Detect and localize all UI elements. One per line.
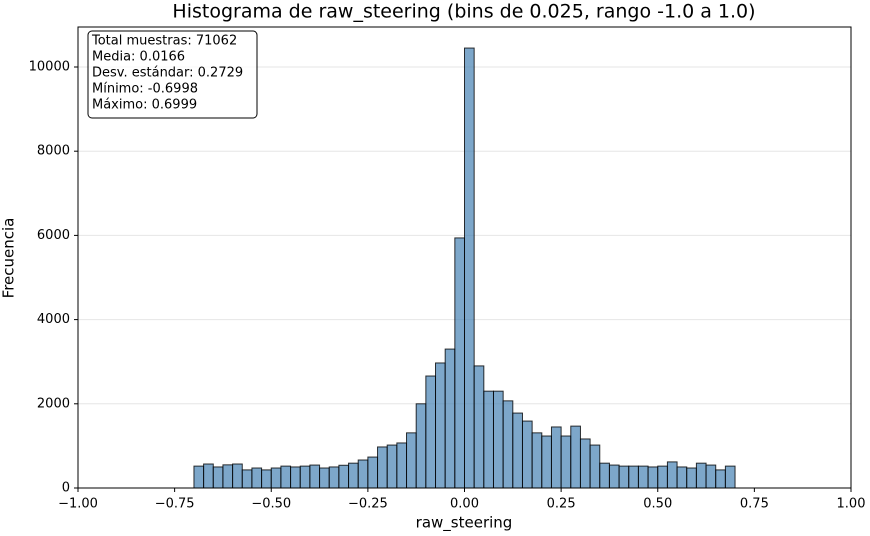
bar [357,459,369,489]
bar [502,400,514,489]
y-tick-label: 0 [62,481,70,496]
bar [637,465,649,489]
x-tick-label: −1.00 [58,497,98,512]
x-tick-label: 0.75 [740,497,769,512]
bar [222,464,234,489]
bar [454,237,465,489]
bar [531,432,543,489]
bar [695,462,707,489]
plot-frame [77,26,852,489]
x-tick-label: −0.25 [348,497,388,512]
bar [299,465,311,489]
bar [290,466,301,489]
bar [212,466,224,489]
y-axis-label: Frecuencia [0,218,18,299]
bar [386,444,398,489]
bar [251,467,263,489]
bar [377,446,388,489]
bar [715,469,726,489]
bar [425,375,437,489]
bar [618,465,630,489]
bar [705,464,717,489]
bar [415,403,427,489]
bar [521,420,533,489]
bar [686,467,697,489]
bar [512,412,523,489]
bar [647,466,659,489]
x-tick-label: 0.50 [643,497,672,512]
bar [570,425,581,489]
stats-line: Máximo: 0.6999 [92,98,197,113]
bar [608,464,620,489]
bar [666,461,678,489]
bar [628,465,639,489]
x-tick-label: 1.00 [837,497,866,512]
bar [406,432,417,489]
bar [657,465,668,489]
x-axis-label: raw_steering [416,514,513,533]
bar [241,469,253,489]
bar [367,456,379,489]
bar [328,466,340,489]
bar [724,465,736,489]
stats-line: Total muestras: 71062 [91,34,237,49]
bar [464,47,475,489]
bar [492,390,504,489]
bar [579,438,591,489]
bar [550,426,562,489]
y-tick-label: 10000 [29,59,70,74]
bar [599,462,610,489]
bar [444,348,456,489]
bar [309,464,321,489]
bar [483,390,494,489]
y-tick-label: 8000 [37,144,70,159]
stats-line: Desv. estándar: 0.2729 [92,66,243,81]
bar [435,362,446,489]
bar [319,467,330,489]
bar [193,465,205,489]
x-tick-label: 0.00 [450,497,479,512]
stats-line: Media: 0.0166 [92,50,185,65]
stats-box [87,30,258,119]
bar [676,466,688,489]
bar [541,435,552,489]
x-tick-label: −0.75 [155,497,195,512]
bar [270,467,282,489]
bar [280,465,292,489]
x-tick-label: 0.25 [547,497,576,512]
bar [203,463,214,489]
bar [396,442,408,489]
stats-line: Mínimo: -0.6998 [92,82,198,97]
bar [348,462,359,489]
chart-title: Histograma de raw_steering (bins de 0.02… [172,1,755,23]
bar [338,464,350,489]
y-tick-label: 6000 [37,228,70,243]
bar [261,469,272,489]
bar [232,463,243,489]
y-tick-label: 4000 [37,312,70,327]
y-tick-label: 2000 [37,396,70,411]
bar [560,435,572,489]
bar [589,444,601,489]
x-tick-label: −0.50 [251,497,291,512]
bar [473,365,485,489]
